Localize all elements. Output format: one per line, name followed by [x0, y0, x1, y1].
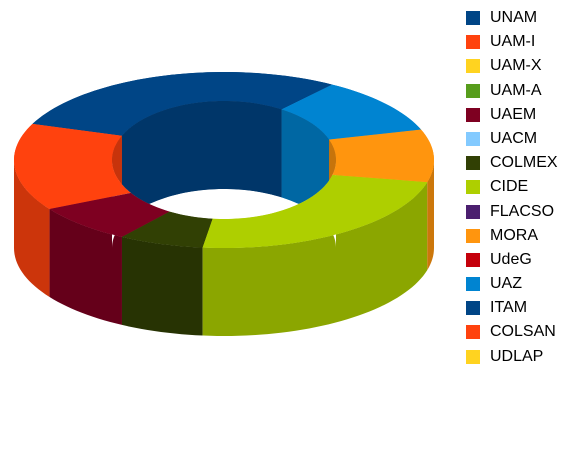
- legend-swatch: [466, 349, 480, 364]
- legend-label: ITAM: [490, 299, 528, 317]
- legend-item: UNAM: [466, 8, 581, 32]
- legend-item: ITAM: [466, 298, 581, 322]
- legend-swatch: [466, 301, 480, 316]
- legend-label: COLSAN: [490, 323, 556, 341]
- legend-label: UAM-X: [490, 57, 542, 75]
- legend-swatch: [466, 156, 480, 171]
- legend-label: UdeG: [490, 250, 532, 268]
- legend-swatch: [466, 204, 480, 219]
- legend-label: UAM-I: [490, 33, 536, 51]
- legend-item: UAEM: [466, 105, 581, 129]
- legend-swatch: [466, 35, 480, 50]
- legend-item: UdeG: [466, 250, 581, 274]
- slice-top-cide: [202, 174, 428, 248]
- inner-wall-back-uaz: [281, 109, 330, 204]
- slice-top-colmex: [121, 211, 213, 248]
- legend-swatch: [466, 11, 480, 25]
- legend-label: UAZ: [490, 275, 522, 293]
- slice-top-uam-i: [14, 123, 131, 209]
- legend-swatch: [466, 228, 480, 243]
- slice-top-unam: [32, 72, 333, 136]
- legend-label: UDLAP: [490, 347, 544, 365]
- legend-swatch: [466, 131, 480, 146]
- outer-wall-mora: [427, 160, 434, 271]
- legend-item: MORA: [466, 226, 581, 250]
- legend-label: COLMEX: [490, 154, 558, 172]
- legend-label: FLACSO: [490, 202, 555, 220]
- inner-wall-back-mora: [329, 139, 336, 181]
- legend-item: UDLAP: [466, 347, 581, 371]
- legend-swatch: [466, 180, 480, 195]
- outer-wall-colmex: [121, 236, 203, 336]
- legend-item: UAM-A: [466, 81, 581, 105]
- legend-item: UAM-X: [466, 56, 581, 80]
- outer-wall-uaem: [49, 209, 122, 325]
- legend-item: COLSAN: [466, 322, 581, 346]
- donut-hole: [112, 160, 336, 248]
- legend-label: CIDE: [490, 178, 529, 196]
- legend-swatch: [466, 325, 480, 340]
- legend-label: UNAM: [490, 9, 538, 26]
- legend-item: CIDE: [466, 177, 581, 201]
- legend-item: FLACSO: [466, 202, 581, 226]
- legend-label: UAEM: [490, 105, 537, 123]
- inner-wall-back-unam: [121, 101, 282, 204]
- legend-item: UAM-I: [466, 32, 581, 56]
- legend-swatch: [466, 252, 480, 267]
- legend-swatch: [466, 83, 480, 98]
- slice-top-mora: [329, 129, 434, 183]
- legend-item: UAZ: [466, 274, 581, 298]
- outer-wall-uam-i: [14, 160, 50, 297]
- legend-label: UAM-A: [490, 81, 542, 99]
- inner-wall-back-uam-i: [112, 135, 122, 185]
- legend-swatch: [466, 59, 480, 74]
- legend-item: UACM: [466, 129, 581, 153]
- legend-item: COLMEX: [466, 153, 581, 177]
- legend-label: MORA: [490, 226, 538, 244]
- legend: UNAM UAM-I UAM-X UAM-A UAEM UACM COLMEX CIDE FLA…: [466, 8, 581, 371]
- slice-top-uaem: [49, 192, 170, 237]
- outer-wall-cide: [202, 182, 428, 336]
- legend-swatch: [466, 277, 480, 292]
- slice-top-uaz: [281, 84, 421, 140]
- legend-swatch: [466, 107, 480, 122]
- legend-label: UACM: [490, 129, 538, 147]
